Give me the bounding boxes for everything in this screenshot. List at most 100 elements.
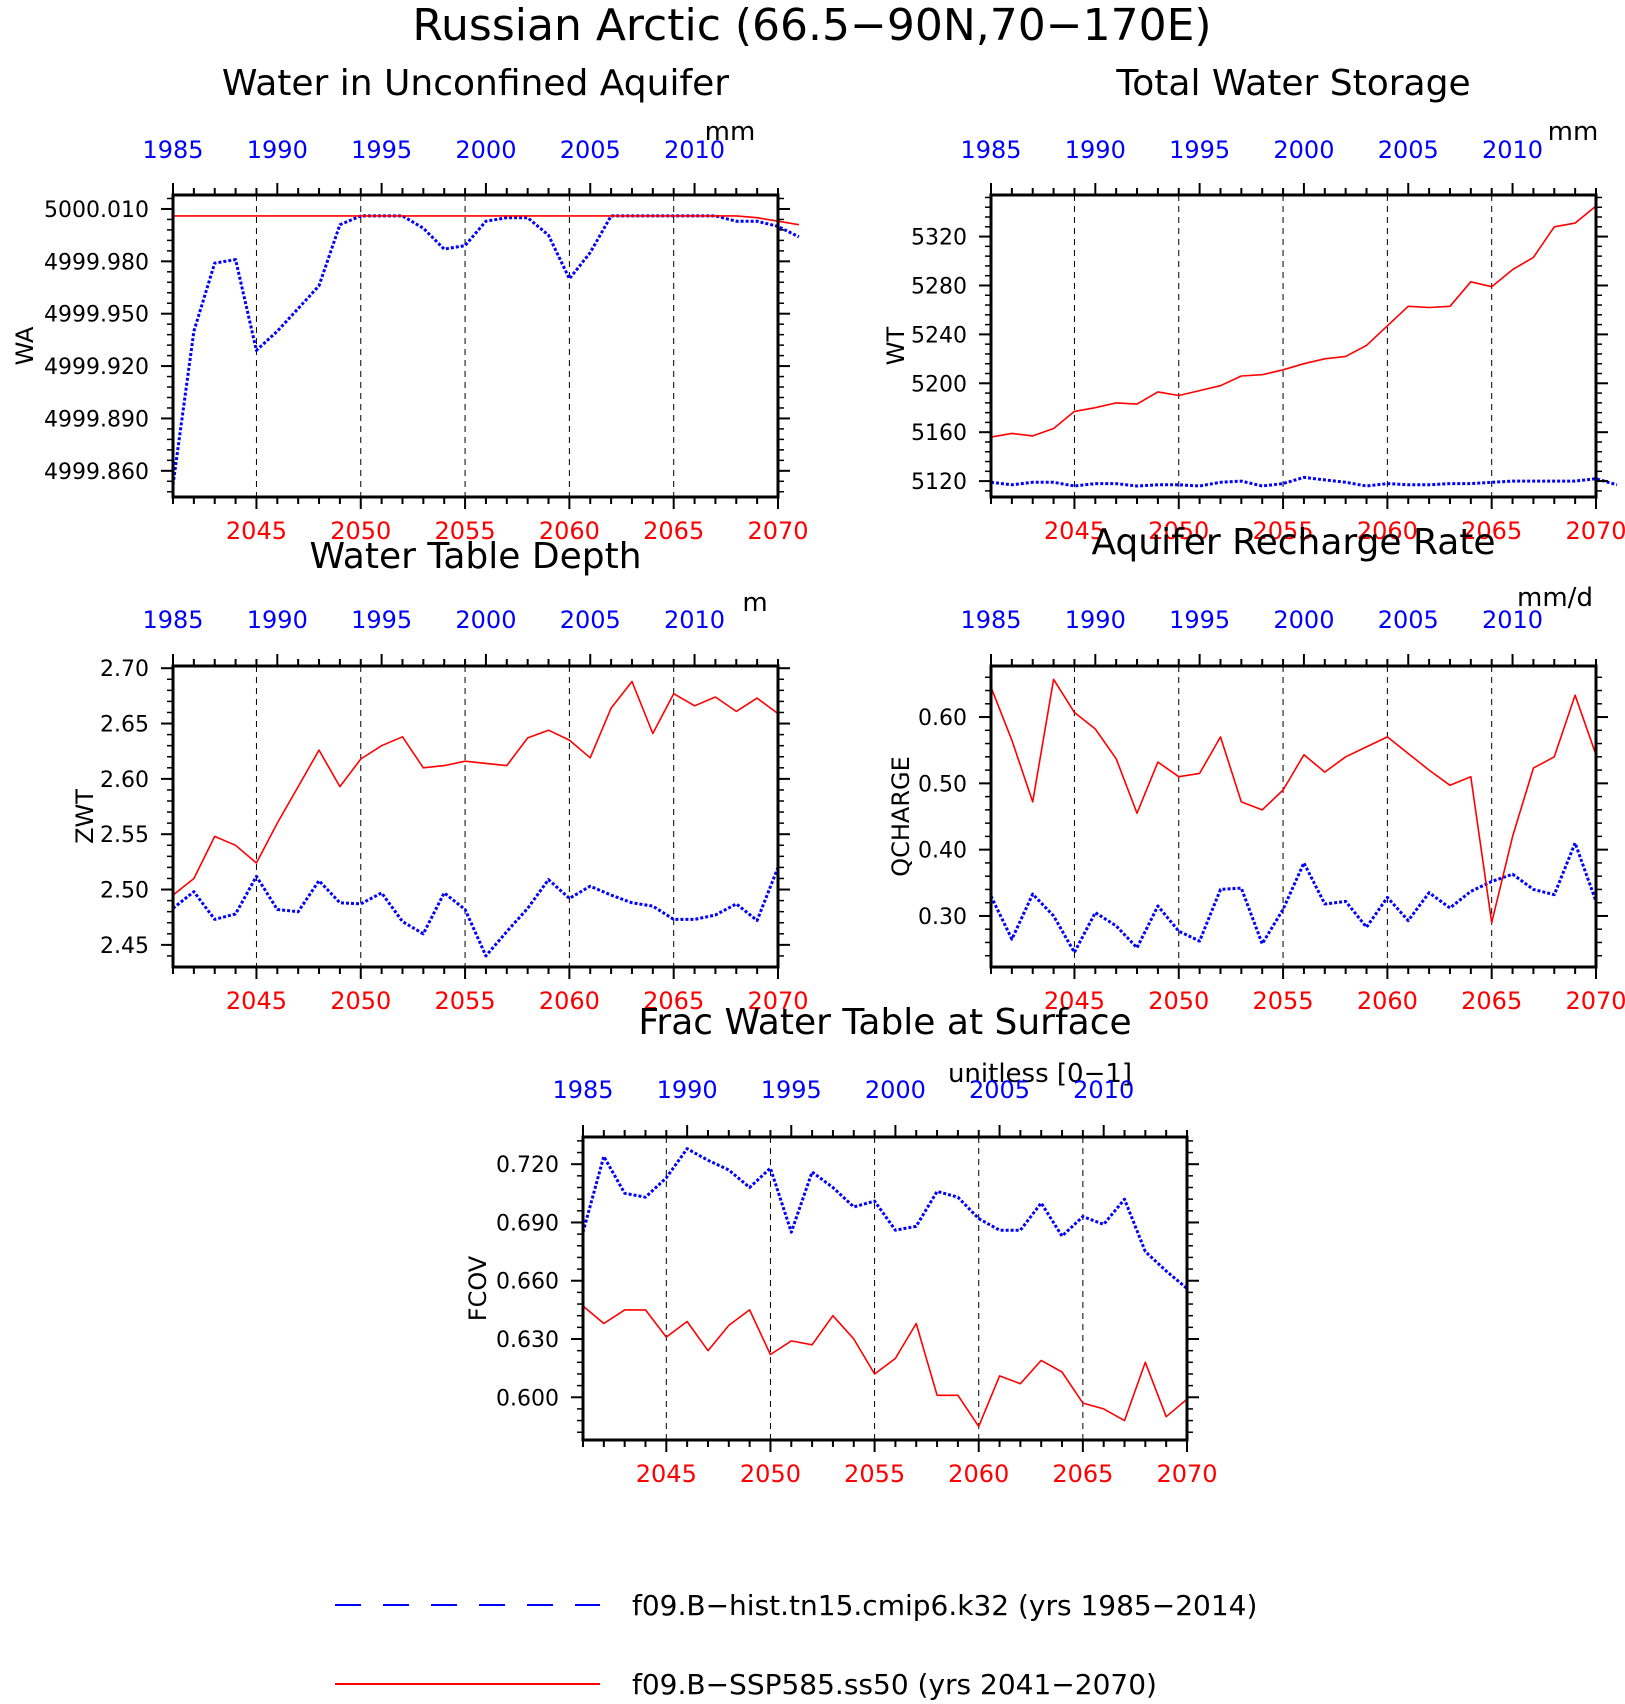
series-line-ssp bbox=[990, 678, 1597, 924]
plot-frame bbox=[581, 1135, 1189, 1442]
page-title: Russian Arctic (66.5−90N,70−170E) bbox=[412, 0, 1211, 51]
x-tick-label-bottom: 2050 bbox=[330, 987, 391, 1015]
y-tick-label: 4999.860 bbox=[44, 460, 149, 485]
y-tick-label: 0.660 bbox=[496, 1270, 559, 1295]
y-tick-label: 0.40 bbox=[918, 839, 967, 864]
y-tick-label: 5160 bbox=[911, 421, 967, 446]
x-tick-label-bottom: 2060 bbox=[539, 987, 600, 1015]
y-axis-label: QCHARGE bbox=[887, 756, 915, 877]
plot-frame bbox=[171, 664, 780, 969]
x-tick-label-top: 1985 bbox=[142, 136, 203, 164]
x-tick-label-bottom: 2065 bbox=[643, 517, 704, 545]
chart-title: Water Table Depth bbox=[309, 536, 641, 577]
y-tick-label: 2.60 bbox=[100, 768, 149, 793]
x-tick-label-bottom: 2055 bbox=[844, 1460, 905, 1488]
y-tick-label: 5320 bbox=[911, 226, 967, 251]
x-tick-label-top: 1995 bbox=[1169, 136, 1230, 164]
x-tick-label-bottom: 2060 bbox=[539, 517, 600, 545]
y-tick-label: 4999.950 bbox=[44, 303, 149, 328]
units-label: mm bbox=[705, 117, 756, 147]
units-label: unitless [0−1] bbox=[948, 1059, 1132, 1089]
x-tick-label-top: 2005 bbox=[560, 606, 621, 634]
y-tick-label: 2.50 bbox=[100, 879, 149, 904]
series-line-hist bbox=[989, 841, 1598, 954]
chart-title: Water in Unconfined Aquifer bbox=[222, 63, 729, 104]
legend-hist-label: f09.B−hist.tn15.cmip6.k32 (yrs 1985−2014… bbox=[632, 1589, 1257, 1622]
x-tick-label-top: 1995 bbox=[761, 1076, 822, 1104]
x-tick-label-bottom: 2070 bbox=[1156, 1460, 1217, 1488]
x-tick-label-bottom: 2045 bbox=[1044, 517, 1105, 545]
x-tick-label-bottom: 2065 bbox=[643, 987, 704, 1015]
y-tick-label: 5200 bbox=[911, 372, 967, 397]
x-tick-label-top: 1990 bbox=[657, 1076, 718, 1104]
y-axis-label: WA bbox=[11, 326, 39, 365]
plot-frame bbox=[989, 193, 1598, 499]
x-tick-label-top: 2000 bbox=[455, 136, 516, 164]
x-tick-label-bottom: 2065 bbox=[1052, 1460, 1113, 1488]
panel-frac-water-table-at-surface: Frac Water Table at Surface unitless [0−1… bbox=[464, 1002, 1218, 1488]
y-tick-label: 0.30 bbox=[918, 905, 967, 930]
panel-aquifer-recharge-rate: Aquifer Recharge Rate mm/d QCHARGE 2045 2050… bbox=[887, 522, 1625, 1015]
plot-frame bbox=[989, 664, 1598, 969]
chart-title: Aquifer Recharge Rate bbox=[1091, 522, 1495, 563]
x-tick-label-top: 2010 bbox=[1073, 1076, 1134, 1104]
x-tick-label-top: 2005 bbox=[560, 136, 621, 164]
x-tick-label-bottom: 2050 bbox=[1148, 517, 1209, 545]
x-tick-label-top: 2005 bbox=[1378, 136, 1439, 164]
x-tick-label-top: 1990 bbox=[247, 136, 308, 164]
x-tick-label-bottom: 2070 bbox=[747, 517, 808, 545]
plot-frame bbox=[171, 193, 780, 499]
units-label: mm/d bbox=[1517, 583, 1593, 613]
x-tick-label-top: 1995 bbox=[351, 606, 412, 634]
x-tick-label-top: 2000 bbox=[1273, 136, 1334, 164]
series-line-ssp bbox=[582, 1305, 1188, 1428]
x-tick-label-top: 1985 bbox=[552, 1076, 613, 1104]
x-tick-label-bottom: 2050 bbox=[1148, 987, 1209, 1015]
x-tick-label-bottom: 2070 bbox=[1565, 517, 1625, 545]
x-tick-label-top: 2005 bbox=[1378, 606, 1439, 634]
x-tick-label-bottom: 2055 bbox=[1253, 987, 1314, 1015]
chart-title: Total Water Storage bbox=[1115, 63, 1470, 104]
x-tick-label-top: 2010 bbox=[664, 606, 725, 634]
y-tick-label: 5000.010 bbox=[44, 198, 149, 223]
x-tick-label-top: 1990 bbox=[1065, 136, 1126, 164]
x-tick-label-bottom: 2070 bbox=[1565, 987, 1625, 1015]
series-line-ssp bbox=[172, 680, 779, 896]
series-line-hist bbox=[172, 866, 780, 958]
x-tick-label-top: 1990 bbox=[1065, 606, 1126, 634]
y-tick-label: 0.600 bbox=[496, 1386, 559, 1411]
x-tick-label-bottom: 2045 bbox=[226, 987, 287, 1015]
x-tick-label-bottom: 2045 bbox=[226, 517, 287, 545]
x-tick-label-bottom: 2060 bbox=[1357, 987, 1418, 1015]
x-tick-label-bottom: 2065 bbox=[1461, 987, 1522, 1015]
x-tick-label-top: 1990 bbox=[247, 606, 308, 634]
x-tick-label-bottom: 2045 bbox=[636, 1460, 697, 1488]
y-tick-label: 4999.920 bbox=[44, 355, 149, 380]
series-line-hist bbox=[990, 475, 1618, 488]
x-tick-label-top: 2005 bbox=[969, 1076, 1030, 1104]
y-axis-label: WT bbox=[882, 326, 910, 365]
y-tick-label: 2.45 bbox=[100, 934, 149, 959]
y-tick-label: 2.65 bbox=[100, 713, 149, 738]
x-tick-label-top: 1985 bbox=[960, 136, 1021, 164]
y-axis-label: ZWT bbox=[71, 789, 99, 844]
legend-ssp-label: f09.B−SSP585.ss50 (yrs 2041−2070) bbox=[632, 1668, 1157, 1701]
y-tick-label: 0.720 bbox=[496, 1153, 559, 1178]
panel-water-in-unconfined-aquifer: Water in Unconfined Aquifer mm WA 2045 2050 2… bbox=[11, 63, 809, 545]
x-tick-label-top: 2010 bbox=[1482, 606, 1543, 634]
y-tick-label: 2.70 bbox=[100, 657, 149, 682]
panel-total-water-storage: Total Water Storage mm WT 2045 2050 2055 2060 2… bbox=[882, 63, 1625, 545]
legend: f09.B−hist.tn15.cmip6.k32 (yrs 1985−2014… bbox=[335, 1589, 1257, 1701]
x-tick-label-top: 1995 bbox=[1169, 606, 1230, 634]
y-axis-label: FCOV bbox=[464, 1255, 492, 1321]
panel-water-table-depth: Water Table Depth m ZWT 2045 2050 2055 2060 206… bbox=[71, 536, 809, 1015]
x-tick-label-top: 2000 bbox=[865, 1076, 926, 1104]
x-tick-label-bottom: 2050 bbox=[330, 517, 391, 545]
y-tick-label: 4999.980 bbox=[44, 250, 149, 275]
series-line-ssp bbox=[173, 215, 800, 226]
series-line-hist bbox=[581, 1147, 1188, 1290]
x-tick-label-bottom: 2055 bbox=[435, 517, 496, 545]
x-tick-label-bottom: 2070 bbox=[747, 987, 808, 1015]
series-line-hist bbox=[171, 214, 800, 486]
